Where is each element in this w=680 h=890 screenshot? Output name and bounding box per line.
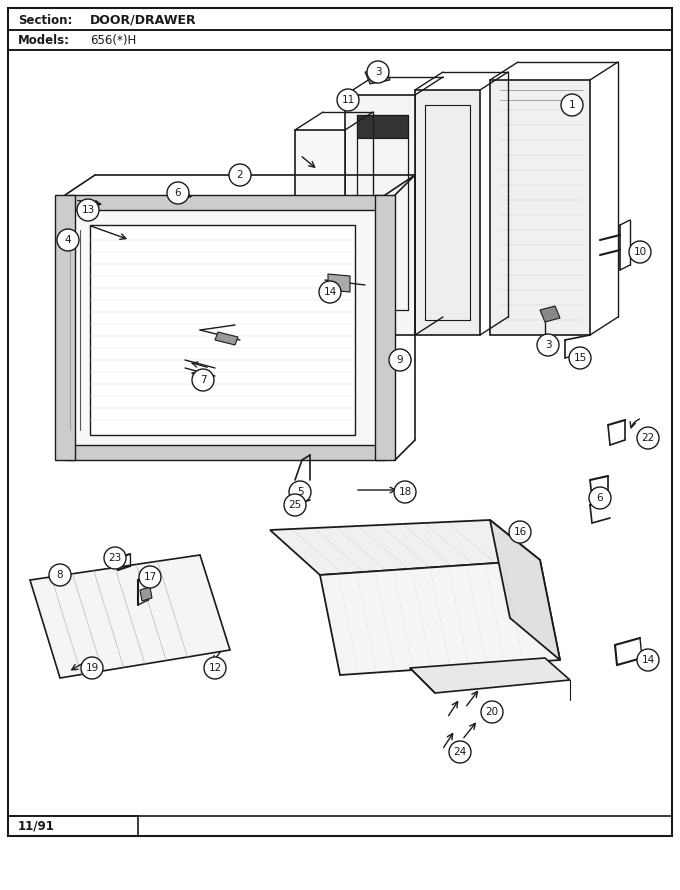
Polygon shape [365, 68, 390, 84]
Polygon shape [320, 560, 560, 675]
Text: 25: 25 [288, 500, 302, 510]
Circle shape [57, 229, 79, 251]
Text: 19: 19 [86, 663, 99, 673]
Polygon shape [490, 80, 590, 335]
Circle shape [509, 521, 531, 543]
Text: 18: 18 [398, 487, 411, 497]
Polygon shape [357, 115, 408, 138]
Circle shape [367, 61, 389, 83]
Text: 656(*)H: 656(*)H [90, 34, 136, 46]
Circle shape [104, 547, 126, 569]
Text: 15: 15 [573, 353, 587, 363]
Circle shape [167, 182, 189, 204]
Text: 10: 10 [634, 247, 647, 257]
Polygon shape [55, 195, 75, 460]
Polygon shape [90, 225, 355, 435]
Polygon shape [410, 658, 570, 693]
Circle shape [204, 657, 226, 679]
Circle shape [319, 281, 341, 303]
Text: 8: 8 [56, 570, 63, 580]
Circle shape [289, 481, 311, 503]
Circle shape [637, 427, 659, 449]
Text: 20: 20 [486, 707, 498, 717]
Text: 4: 4 [65, 235, 71, 245]
Circle shape [49, 564, 71, 586]
Text: 12: 12 [208, 663, 222, 673]
Circle shape [629, 241, 651, 263]
Text: 9: 9 [396, 355, 403, 365]
Circle shape [77, 199, 99, 221]
Text: 24: 24 [454, 747, 466, 757]
Text: Models:: Models: [18, 34, 70, 46]
Text: 17: 17 [143, 572, 156, 582]
Text: 13: 13 [82, 205, 95, 215]
Circle shape [537, 334, 559, 356]
Text: 3: 3 [545, 340, 551, 350]
Circle shape [192, 369, 214, 391]
Polygon shape [140, 587, 152, 601]
Polygon shape [270, 520, 540, 575]
Polygon shape [375, 195, 395, 460]
Circle shape [637, 649, 659, 671]
Bar [8, 30, 672, 50]
Text: 3: 3 [375, 67, 381, 77]
Text: 6: 6 [175, 188, 182, 198]
Circle shape [389, 349, 411, 371]
Text: DOOR/DRAWER: DOOR/DRAWER [90, 13, 197, 27]
Circle shape [284, 494, 306, 516]
Text: 2: 2 [237, 170, 243, 180]
Polygon shape [490, 520, 560, 660]
Polygon shape [65, 205, 385, 455]
Text: Section:: Section: [18, 13, 72, 27]
Text: 22: 22 [641, 433, 655, 443]
Polygon shape [295, 130, 345, 310]
Text: 14: 14 [641, 655, 655, 665]
Polygon shape [345, 95, 415, 335]
Circle shape [394, 481, 416, 503]
Circle shape [481, 701, 503, 723]
Text: 11/91: 11/91 [18, 820, 55, 832]
Text: 23: 23 [108, 553, 122, 563]
Polygon shape [30, 555, 230, 678]
Text: 1: 1 [568, 100, 575, 110]
Circle shape [139, 566, 161, 588]
Text: 7: 7 [200, 375, 206, 385]
Polygon shape [328, 274, 350, 292]
Text: 11: 11 [341, 95, 355, 105]
Polygon shape [65, 195, 385, 210]
Circle shape [229, 164, 251, 186]
Circle shape [449, 741, 471, 763]
Circle shape [589, 487, 611, 509]
Text: 14: 14 [324, 287, 337, 297]
Text: 16: 16 [513, 527, 526, 537]
Circle shape [569, 347, 591, 369]
Polygon shape [415, 90, 480, 335]
Polygon shape [215, 332, 238, 345]
Polygon shape [540, 306, 560, 322]
Circle shape [81, 657, 103, 679]
Bar [8, 816, 138, 836]
Text: 5: 5 [296, 487, 303, 497]
Circle shape [337, 89, 359, 111]
Circle shape [561, 94, 583, 116]
Polygon shape [65, 445, 385, 460]
Text: 6: 6 [596, 493, 603, 503]
